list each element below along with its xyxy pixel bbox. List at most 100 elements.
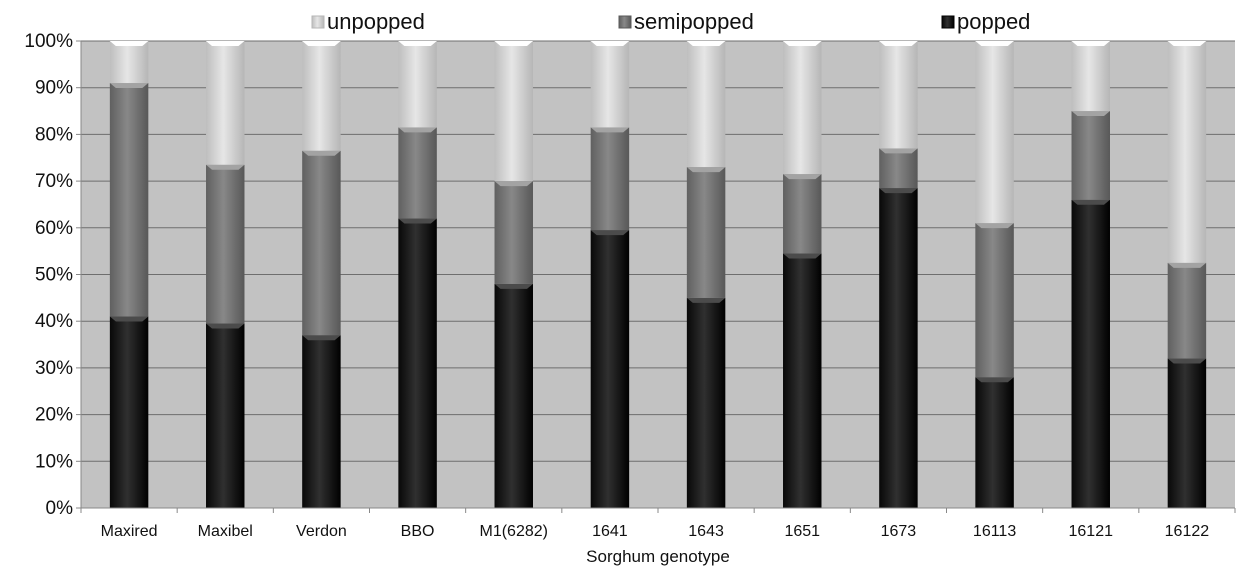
- bar-segment-cap: [1167, 41, 1207, 46]
- x-tick-label: 1641: [592, 523, 628, 540]
- y-tick-labels: 0% 10% 20% 30% 40% 50% 60% 70% 80% 90% 100%: [24, 31, 73, 519]
- bar-segment-semipopped: [686, 167, 726, 298]
- bar-segment-unpopped: [1071, 41, 1110, 112]
- bar-segment-unpopped: [879, 41, 918, 149]
- bar-segment-popped: [975, 377, 1014, 508]
- y-tick-label: 50%: [35, 265, 73, 286]
- bar-segment-cap: [686, 167, 726, 173]
- bar-segment-unpopped: [783, 41, 822, 175]
- bar-segment-cap: [1071, 41, 1110, 46]
- x-tick-label: 16121: [1069, 523, 1114, 540]
- bar-stack: [302, 41, 341, 508]
- bar-segment-cap: [975, 223, 1014, 229]
- bar-stack: [109, 41, 149, 508]
- bar-segment-popped: [1071, 199, 1110, 508]
- x-tick-label: 16122: [1165, 523, 1210, 540]
- y-tick-label: 30%: [35, 358, 73, 379]
- bar-segment-cap: [975, 377, 1014, 383]
- bar-segment-cap: [783, 253, 822, 259]
- bar-segment-cap: [1071, 199, 1110, 205]
- bar-segment-unpopped: [686, 41, 726, 168]
- bar-segment-cap: [206, 323, 245, 329]
- bar-segment-cap: [302, 150, 341, 156]
- bar-segment-cap: [975, 41, 1014, 46]
- bar-segment-unpopped: [398, 41, 437, 128]
- bar-segment-cap: [879, 148, 918, 154]
- bar-segment-cap: [398, 41, 437, 46]
- bar-segment-unpopped: [109, 41, 149, 84]
- bar-segment-unpopped: [302, 41, 341, 151]
- bar-segment-popped: [1167, 358, 1207, 508]
- legend-swatch: [311, 15, 325, 29]
- bar-segment-unpopped: [494, 41, 533, 182]
- bar-segment-semipopped: [590, 127, 630, 231]
- legend-label: semipopped: [634, 9, 754, 34]
- bar-segment-popped: [494, 283, 533, 508]
- bar-stack: [398, 41, 437, 508]
- bar-stack: [783, 41, 822, 508]
- bar-segment-cap: [494, 41, 533, 46]
- bar-stack: [1071, 41, 1110, 508]
- legend-item-semipopped: semipopped: [618, 9, 754, 34]
- bar-segment-cap: [879, 41, 918, 46]
- y-tick-label: 80%: [35, 124, 73, 145]
- y-tick-label: 10%: [35, 451, 73, 472]
- bar-segment-cap: [590, 230, 630, 236]
- x-tick-label: 1643: [688, 523, 724, 540]
- bar-stack: [1167, 41, 1207, 508]
- bar-segment-semipopped: [398, 127, 437, 219]
- legend-label: popped: [957, 9, 1030, 34]
- bar-segment-unpopped: [975, 41, 1014, 224]
- bar-segment-cap: [783, 41, 822, 46]
- bar-segment-popped: [398, 218, 437, 508]
- bar-segment-cap: [1167, 262, 1207, 268]
- bar-segment-cap: [109, 83, 149, 89]
- x-tick-label: 1673: [881, 523, 917, 540]
- bar-segment-cap: [1071, 111, 1110, 117]
- bar-segment-cap: [494, 283, 533, 289]
- legend-swatch: [618, 15, 632, 29]
- legend: unpopped semipopped popped: [311, 9, 1030, 34]
- y-tick-label: 20%: [35, 405, 73, 426]
- bar-segment-semipopped: [109, 83, 149, 317]
- bar-segment-cap: [206, 41, 245, 46]
- legend-label: unpopped: [327, 9, 425, 34]
- bar-segment-popped: [590, 230, 630, 508]
- bar-segment-cap: [686, 297, 726, 303]
- bar-segment-cap: [398, 218, 437, 224]
- y-tick-label: 40%: [35, 311, 73, 332]
- bar-stack: [686, 41, 726, 508]
- y-tick-label: 90%: [35, 78, 73, 99]
- legend-item-popped: popped: [941, 9, 1030, 34]
- bar-segment-cap: [302, 335, 341, 341]
- bar-segment-unpopped: [206, 41, 245, 165]
- bar-segment-popped: [302, 335, 341, 508]
- x-tick-label: 16113: [973, 523, 1016, 540]
- bar-segment-cap: [109, 41, 149, 46]
- bar-segment-unpopped: [1167, 41, 1207, 263]
- bar-stack: [494, 41, 533, 508]
- bar-segment-cap: [686, 41, 726, 46]
- legend-swatch: [941, 15, 955, 29]
- bar-segment-popped: [206, 323, 245, 508]
- bars: [109, 41, 1207, 509]
- bar-segment-semipopped: [783, 174, 822, 254]
- x-tick-label: Maxibel: [198, 523, 253, 540]
- bar-stack: [590, 41, 630, 508]
- legend-item-unpopped: unpopped: [311, 9, 425, 34]
- bar-segment-popped: [686, 297, 726, 508]
- bar-segment-cap: [206, 164, 245, 170]
- grid-lines: [76, 40, 1235, 509]
- x-tick-label: Verdon: [296, 523, 347, 540]
- bar-segment-cap: [783, 174, 822, 180]
- y-tick-label: 60%: [35, 218, 73, 239]
- x-tick-label: BBO: [401, 523, 435, 540]
- bar-segment-semipopped: [302, 150, 341, 336]
- bar-segment-cap: [590, 41, 630, 46]
- bar-segment-unpopped: [590, 41, 630, 128]
- y-tick-label: 100%: [24, 31, 73, 52]
- y-tick-label: 70%: [35, 171, 73, 192]
- bar-segment-semipopped: [975, 223, 1014, 378]
